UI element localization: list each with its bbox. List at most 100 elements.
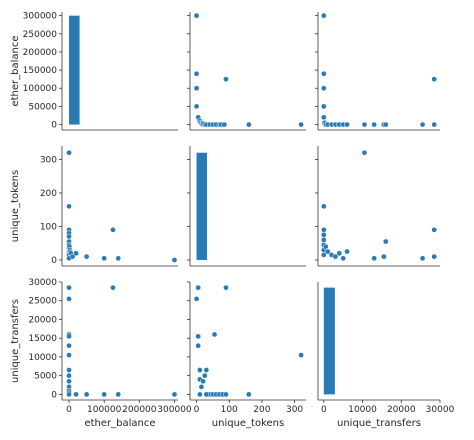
panel-r2c0-point-4 <box>66 342 72 349</box>
panel-r2c1-point-1 <box>195 284 202 291</box>
panel-r2c0-point-5 <box>66 352 72 358</box>
panel-r1c0-ytick-label-2: 200 <box>40 189 57 199</box>
panel-r2c0-point-12 <box>66 391 72 398</box>
panel-r2c0-point-13 <box>73 391 79 398</box>
panel-r1c2-point-10 <box>332 253 339 260</box>
panel-r1c2-point-7 <box>322 243 329 250</box>
panel-r2c1-point-0 <box>193 296 200 302</box>
panel-r2c0-ytick-label-3: 15000 <box>28 334 57 344</box>
panel-r1c0-point-16 <box>73 250 79 257</box>
panel-r0c0-hist-bar-0 <box>69 15 80 125</box>
panel-r1c0-point-1 <box>66 203 72 210</box>
panel-r1c0-point-21 <box>171 257 178 263</box>
panel-r2c0-point-0 <box>66 284 72 291</box>
panel-r2c0-xtick-label-1: 100000 <box>87 405 122 415</box>
panel-r1c2-point-8 <box>324 248 331 255</box>
panel-r0c1-point-20 <box>298 121 304 128</box>
panel-r2c1-point-19 <box>245 391 252 398</box>
panel-r2c1-xtick-label-0: 0 <box>194 405 200 415</box>
panel-r2c0-xtick-label-3: 300000 <box>157 405 192 415</box>
panel-r2c1-point-16 <box>223 391 229 398</box>
panel-r0c1-point-1 <box>193 70 200 77</box>
panel-r0c1-point-17 <box>221 121 228 128</box>
panel-r2c1-xtick-label-3: 300 <box>286 405 303 415</box>
panel-r0c1-point-3 <box>193 103 200 110</box>
panel-r2c0-ytick-label-2: 10000 <box>28 353 57 363</box>
panel-r0c0-ytick-label-1: 50000 <box>28 102 57 112</box>
panel-r1c0-ylabel: unique_tokens <box>10 170 21 242</box>
panel-r1c2-point-6 <box>320 252 327 258</box>
panel-r0c2-point-17 <box>419 121 426 128</box>
panel-r2c0-point-15 <box>101 391 108 398</box>
panel-r1c0-ytick-label-0: 0 <box>51 256 57 266</box>
panel-r2c1-point-3 <box>195 342 202 349</box>
panel-r0c1-point-0 <box>193 12 200 19</box>
panel-r2c0-xtick-label-0: 0 <box>66 405 72 415</box>
panel-r2c2-xtick-label-0: 0 <box>321 405 327 415</box>
panel-r2c1-point-7 <box>200 378 206 385</box>
panel-r2c0-ytick-label-0: 0 <box>51 390 57 400</box>
panel-r1c2-point-19 <box>431 226 438 233</box>
panel-r2c1-point-4 <box>196 367 203 373</box>
panel-r1c2-point-1 <box>320 226 327 233</box>
panel-r0c1-point-2 <box>193 85 200 92</box>
panel-r2c0-point-17 <box>115 391 122 398</box>
panel-r1c2-point-14 <box>361 149 368 156</box>
panel-r1c0-point-17 <box>83 253 90 260</box>
panel-r1c0-point-18 <box>101 255 108 262</box>
panel-r2c1-point-21 <box>223 284 229 291</box>
panel-r2c0-point-14 <box>83 391 90 398</box>
panel-r1c2-point-2 <box>320 231 327 238</box>
panel-r1c2-point-15 <box>371 255 378 262</box>
panel-r0c0-ytick-label-4: 200000 <box>23 48 58 58</box>
panel-r0c2-point-18 <box>431 121 438 128</box>
panel-r2c2-xtick-label-2: 20000 <box>387 405 416 415</box>
panel-r1c2-point-11 <box>336 250 343 257</box>
panel-r2c0-ylabel: unique_transfers <box>10 299 21 383</box>
panel-r2c0-point-3 <box>66 333 72 340</box>
panel-r2c1-xtick-label-1: 100 <box>221 405 238 415</box>
panel-r0c0-ytick-label-0: 0 <box>51 121 57 131</box>
panel-r0c2-point-14 <box>371 121 378 128</box>
panel-r0c2-point-4 <box>320 114 327 121</box>
panel-r0c1-point-19 <box>245 121 252 128</box>
panel-r2c1-xtick-label-2: 200 <box>253 405 270 415</box>
panel-r0c2-point-12 <box>344 121 350 128</box>
panel-r2c2-xlabel: unique_transfers <box>337 418 421 429</box>
panel-r0c2-point-2 <box>320 85 327 92</box>
panel-r2c0-point-6 <box>66 367 72 373</box>
panel-r0c2-point-3 <box>320 103 327 110</box>
panel-r0c2-point-19 <box>431 76 438 83</box>
panel-r2c1-point-8 <box>201 372 208 379</box>
panel-r2c1-point-20 <box>298 352 304 358</box>
panel-r1c2-point-17 <box>382 238 389 245</box>
panel-r0c0-ytick-label-6: 300000 <box>23 12 58 22</box>
panel-r1c0-point-0 <box>66 149 72 156</box>
panel-r2c2-hist-bar-0 <box>323 287 335 395</box>
panel-r0c2-point-13 <box>361 121 368 128</box>
panel-r1c1-hist-bar-0 <box>196 152 207 260</box>
panel-r1c2-point-13 <box>344 248 350 255</box>
panel-r0c2-point-1 <box>320 70 327 77</box>
panel-r2c0-point-1 <box>66 296 72 302</box>
panel-r2c0-ytick-label-1: 5000 <box>34 372 57 382</box>
panel-r2c0-point-7 <box>66 372 72 379</box>
panel-r1c2-point-0 <box>320 203 327 210</box>
panel-r0c2-point-0 <box>320 12 327 19</box>
panel-r1c0-point-15 <box>69 253 76 260</box>
panel-r2c1-point-2 <box>195 333 202 340</box>
panel-r2c1-point-9 <box>203 367 210 373</box>
panel-r2c0-ytick-label-6: 30000 <box>28 278 57 288</box>
panel-r1c2-point-3 <box>320 237 327 243</box>
panel-r2c1-point-17 <box>196 391 203 398</box>
panel-r2c1-point-18 <box>203 391 210 398</box>
panel-r1c0-point-19 <box>110 226 116 233</box>
panel-r0c2-point-16 <box>382 121 389 128</box>
panel-r2c2-xtick-label-3: 30000 <box>426 405 455 415</box>
panel-r2c0-xtick-label-2: 200000 <box>122 405 157 415</box>
panel-r2c0-ytick-label-5: 25000 <box>28 297 57 307</box>
panel-r2c0-point-8 <box>66 378 72 385</box>
panel-r0c0-ytick-label-3: 150000 <box>23 66 58 76</box>
panel-r2c0-point-18 <box>171 391 178 398</box>
panel-r1c2-point-16 <box>380 253 387 260</box>
